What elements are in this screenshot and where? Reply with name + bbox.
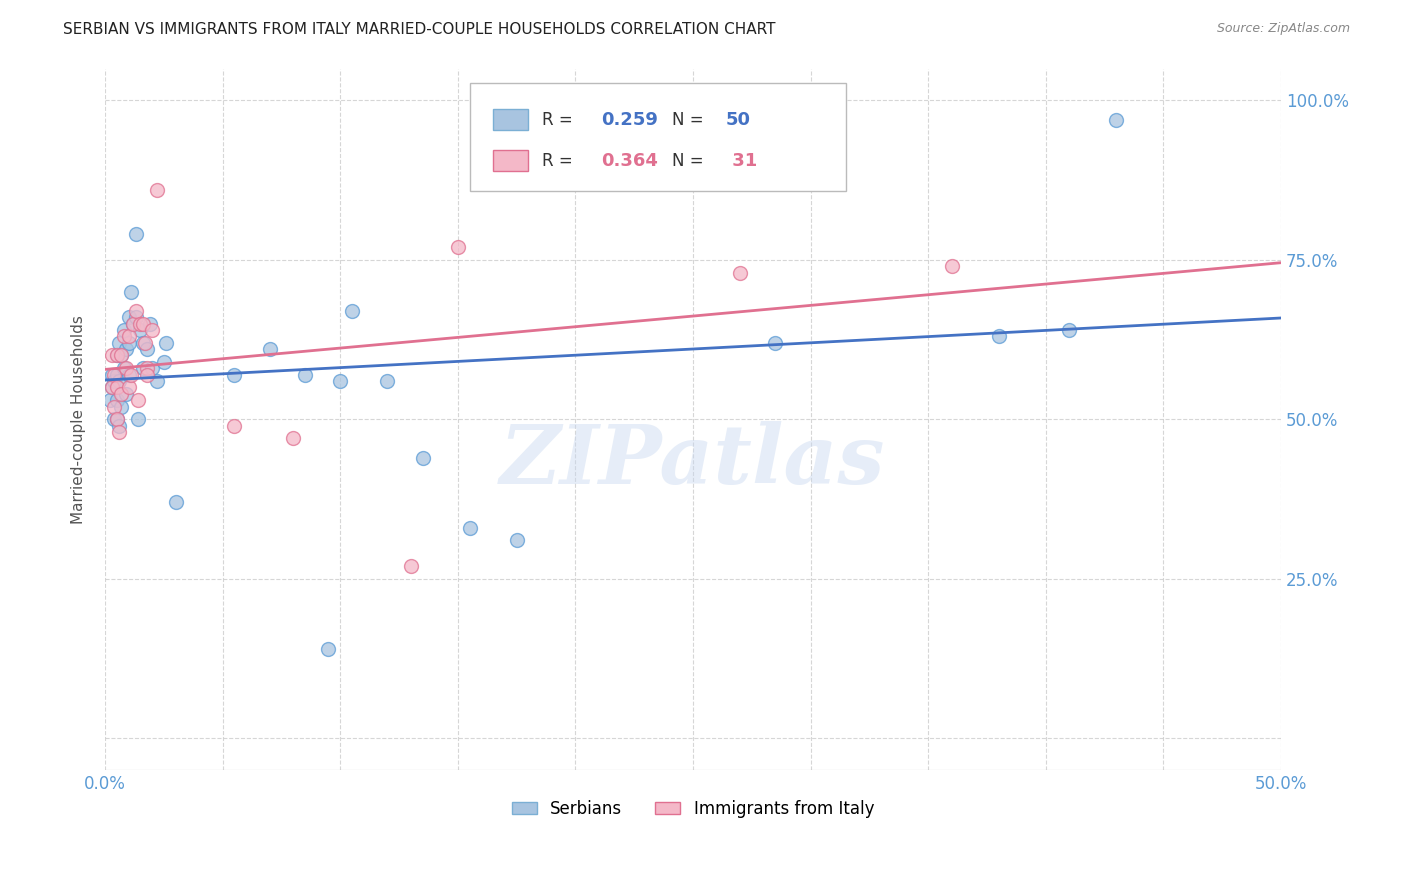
Point <box>120 368 142 382</box>
Point <box>259 342 281 356</box>
Point <box>294 368 316 382</box>
Point <box>224 418 246 433</box>
Point <box>108 425 131 439</box>
Text: N =: N = <box>672 152 709 169</box>
Text: N =: N = <box>672 111 709 128</box>
Point <box>112 361 135 376</box>
Point <box>124 303 146 318</box>
Point <box>115 386 138 401</box>
Point <box>101 368 124 382</box>
Point <box>136 342 159 356</box>
Point <box>117 380 139 394</box>
Text: 0.259: 0.259 <box>602 111 658 128</box>
Point <box>124 227 146 242</box>
Point <box>141 361 163 376</box>
Point <box>141 323 163 337</box>
Point <box>129 317 152 331</box>
Point <box>108 335 131 350</box>
Point <box>117 335 139 350</box>
Point <box>340 303 363 318</box>
Point <box>411 450 433 465</box>
Point <box>101 349 124 363</box>
Text: R =: R = <box>543 152 578 169</box>
Text: ZIPatlas: ZIPatlas <box>501 421 886 501</box>
Point <box>136 368 159 382</box>
Point <box>224 368 246 382</box>
Point <box>134 335 156 350</box>
Point <box>1059 323 1081 337</box>
Point <box>117 329 139 343</box>
Point <box>165 495 187 509</box>
Point <box>329 374 352 388</box>
Point <box>105 349 128 363</box>
Point <box>117 368 139 382</box>
Y-axis label: Married-couple Households: Married-couple Households <box>72 315 86 524</box>
Point <box>127 393 149 408</box>
Text: 0.364: 0.364 <box>602 152 658 169</box>
Point <box>103 412 125 426</box>
Point <box>447 240 470 254</box>
Point <box>105 412 128 426</box>
Point <box>728 266 751 280</box>
Point <box>987 329 1010 343</box>
Point <box>131 335 153 350</box>
Point <box>1105 112 1128 127</box>
Point <box>105 393 128 408</box>
Legend: Serbians, Immigrants from Italy: Serbians, Immigrants from Italy <box>505 794 882 825</box>
Text: 50: 50 <box>725 111 751 128</box>
Point <box>122 317 145 331</box>
Point <box>941 259 963 273</box>
Point <box>145 183 167 197</box>
Point <box>122 317 145 331</box>
Point <box>763 335 786 350</box>
Point <box>281 431 304 445</box>
Point <box>375 374 398 388</box>
Point <box>115 342 138 356</box>
Point <box>399 558 422 573</box>
FancyBboxPatch shape <box>470 83 846 191</box>
Point <box>101 380 124 394</box>
Point <box>138 317 160 331</box>
Point <box>155 335 177 350</box>
Point <box>103 368 125 382</box>
Point <box>110 400 132 414</box>
Text: SERBIAN VS IMMIGRANTS FROM ITALY MARRIED-COUPLE HOUSEHOLDS CORRELATION CHART: SERBIAN VS IMMIGRANTS FROM ITALY MARRIED… <box>63 22 776 37</box>
Point <box>131 361 153 376</box>
Text: Source: ZipAtlas.com: Source: ZipAtlas.com <box>1216 22 1350 36</box>
Point <box>105 349 128 363</box>
Point <box>105 380 128 394</box>
Point <box>115 361 138 376</box>
Point <box>120 285 142 299</box>
Point <box>129 323 152 337</box>
Point <box>105 368 128 382</box>
Point <box>131 317 153 331</box>
Point <box>152 355 174 369</box>
FancyBboxPatch shape <box>494 150 529 171</box>
Point <box>136 361 159 376</box>
Point <box>458 521 481 535</box>
Point <box>318 641 340 656</box>
Text: R =: R = <box>543 111 578 128</box>
Point <box>108 418 131 433</box>
Point <box>145 374 167 388</box>
Point <box>103 374 125 388</box>
Text: 31: 31 <box>725 152 758 169</box>
Point <box>98 393 121 408</box>
Point <box>108 374 131 388</box>
Point <box>505 533 527 548</box>
Point <box>103 400 125 414</box>
Point <box>101 380 124 394</box>
Point <box>110 386 132 401</box>
FancyBboxPatch shape <box>494 110 529 130</box>
Point <box>105 412 128 426</box>
Point <box>112 329 135 343</box>
Point <box>110 349 132 363</box>
Point <box>117 310 139 325</box>
Point <box>124 310 146 325</box>
Point <box>127 412 149 426</box>
Point <box>110 349 132 363</box>
Point <box>112 323 135 337</box>
